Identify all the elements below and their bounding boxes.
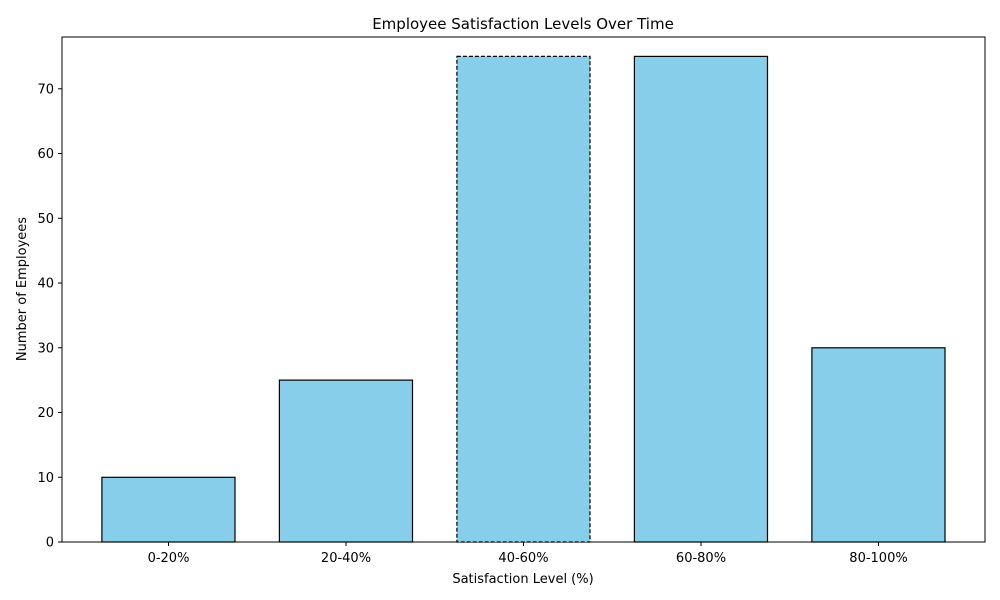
x-tick-label-40-60%: 40-60% <box>498 551 548 566</box>
x-tick-label-20-40%: 20-40% <box>321 551 371 566</box>
bar-40-60% <box>456 55 591 543</box>
y-tick-label-10: 10 <box>37 471 54 486</box>
bar-0-20% <box>101 476 236 543</box>
x-tick-label-60-80%: 60-80% <box>676 551 726 566</box>
x-tick-label-0-20%: 0-20% <box>148 551 190 566</box>
y-tick-label-50: 50 <box>37 212 54 227</box>
y-tick-label-0: 0 <box>46 536 54 551</box>
y-tick-label-70: 70 <box>37 82 54 97</box>
x-axis-label: Satisfaction Level (%) <box>452 572 593 587</box>
x-axis: 0-20% 20-40% 40-60% 60-80% 80-100% <box>148 542 908 566</box>
y-tick-label-60: 60 <box>37 147 54 162</box>
bar-80-100% <box>811 347 946 543</box>
y-axis-label: Number of Employees <box>15 217 30 361</box>
chart-title: Employee Satisfaction Levels Over Time <box>372 15 674 33</box>
y-tick-label-40: 40 <box>37 277 54 292</box>
y-tick-label-20: 20 <box>37 406 54 421</box>
bar-20-40% <box>278 379 414 543</box>
bar-60-80% <box>633 55 769 543</box>
plot-area: 0 10 20 30 40 50 60 70 0-20% 20-40% 40-60% 60-80% 8… <box>37 36 986 566</box>
bars-group <box>101 55 946 543</box>
y-axis: 0 10 20 30 40 50 60 70 <box>37 82 62 551</box>
x-tick-label-80-100%: 80-100% <box>849 551 907 566</box>
y-tick-label-30: 30 <box>37 341 54 356</box>
